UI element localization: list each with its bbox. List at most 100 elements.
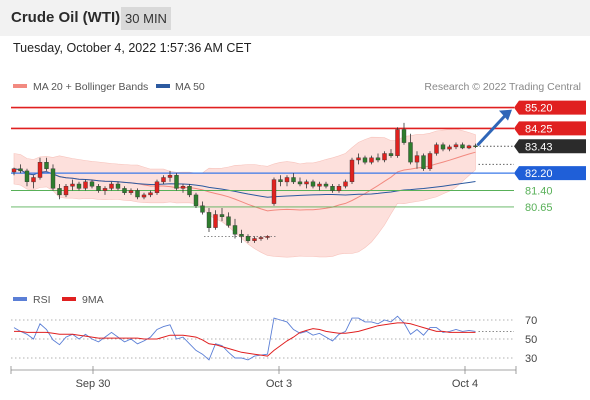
candle <box>323 181 329 189</box>
candle <box>427 151 433 171</box>
candle <box>297 177 303 187</box>
candle-body <box>310 181 316 187</box>
candle <box>213 210 218 230</box>
candle-body <box>109 183 114 189</box>
projection-arrowhead <box>499 109 512 121</box>
candle-body <box>115 183 121 189</box>
candle-body <box>148 192 153 196</box>
candle <box>356 153 361 165</box>
level-label-80.65: 80.65 <box>525 202 553 214</box>
candle <box>278 175 283 187</box>
candle <box>460 142 465 150</box>
candle-body <box>31 177 36 183</box>
candle-body <box>226 216 231 226</box>
rsi-tick-label: 50 <box>525 334 537 346</box>
candle-body <box>70 183 75 187</box>
candle <box>193 192 199 208</box>
candle-body <box>323 183 329 187</box>
level-label-83.43: 83.43 <box>525 141 553 153</box>
candle-body <box>206 212 212 228</box>
candle-body <box>297 181 303 185</box>
candle-body <box>57 188 62 196</box>
candle-body <box>408 142 413 163</box>
candle-body <box>44 161 49 169</box>
candle-body <box>219 214 225 217</box>
candle-body <box>271 179 277 204</box>
candle <box>382 151 387 163</box>
candle <box>180 184 186 193</box>
candle-body <box>174 175 179 189</box>
candle-body <box>161 177 166 183</box>
candle-body <box>135 190 140 198</box>
candle-body <box>362 157 368 163</box>
candle <box>50 164 56 191</box>
rsi-line <box>13 315 476 361</box>
timeframe-badge[interactable]: 30 MIN <box>121 7 171 30</box>
candle-body <box>83 181 88 189</box>
candle <box>141 192 147 200</box>
candle <box>453 142 459 150</box>
rsi-legend-label: RSI <box>33 294 51 306</box>
candle <box>317 181 322 191</box>
candle-body <box>434 144 439 154</box>
candle <box>44 157 49 171</box>
candle <box>271 177 277 206</box>
candle-body <box>427 153 433 170</box>
rsi-ma-line <box>14 322 476 357</box>
candle <box>83 179 88 191</box>
candle <box>57 184 62 200</box>
rsi-tick-label: 30 <box>525 353 537 365</box>
candle-body <box>193 194 199 206</box>
candle <box>395 127 400 158</box>
candle <box>414 151 420 169</box>
candle-body <box>239 233 244 237</box>
candle-body <box>330 185 335 191</box>
candle-body <box>200 205 205 213</box>
candle <box>187 184 192 198</box>
x-tick-label: Sep 30 <box>76 378 111 390</box>
instrument-title: Crude Oil (WTI) <box>11 9 121 26</box>
candle <box>291 173 296 184</box>
rsi-ma-legend-swatch <box>62 297 76 301</box>
level-label-81.40: 81.40 <box>525 186 553 198</box>
candle-body <box>50 168 56 189</box>
candle <box>89 179 95 189</box>
candle <box>122 186 127 195</box>
candle <box>447 144 452 152</box>
candle <box>401 122 407 145</box>
candle-body <box>76 183 82 189</box>
candle-body <box>232 225 238 235</box>
candle-body <box>89 181 95 187</box>
candle <box>148 190 153 198</box>
candle-body <box>414 155 420 163</box>
candle <box>349 157 355 184</box>
rsi-tick-label: 70 <box>525 315 537 327</box>
level-tag <box>514 100 586 115</box>
candle-body <box>187 185 192 196</box>
candle-body <box>356 157 361 161</box>
candle <box>239 229 244 243</box>
candle <box>258 236 264 241</box>
candle <box>226 212 231 228</box>
candle-body <box>96 185 101 191</box>
projection-arrow <box>476 113 508 147</box>
level-tag <box>514 166 586 181</box>
x-tick-label: Oct 3 <box>266 378 292 390</box>
candle <box>219 208 225 222</box>
candle <box>206 208 212 232</box>
candle <box>362 155 368 165</box>
candle <box>18 164 23 174</box>
candle <box>154 179 160 195</box>
candle-body <box>382 153 387 161</box>
candle <box>434 142 439 156</box>
candle-body <box>401 129 407 143</box>
candle-body <box>447 146 452 150</box>
candle <box>369 155 374 165</box>
candle <box>115 181 121 191</box>
candle-body <box>421 155 426 169</box>
candle-body <box>343 181 348 187</box>
level-tag <box>514 121 586 136</box>
candle <box>102 186 108 195</box>
candle-body <box>122 188 127 193</box>
candle-body <box>18 168 23 172</box>
